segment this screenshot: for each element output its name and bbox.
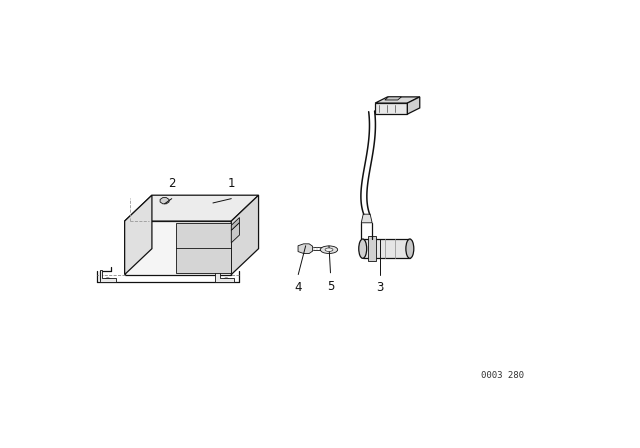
FancyBboxPatch shape — [220, 256, 227, 266]
Ellipse shape — [320, 246, 338, 254]
Text: 4: 4 — [294, 281, 302, 294]
FancyBboxPatch shape — [179, 233, 186, 244]
Text: 2: 2 — [168, 177, 175, 190]
Polygon shape — [176, 223, 231, 273]
Polygon shape — [407, 97, 420, 114]
FancyBboxPatch shape — [186, 233, 193, 244]
FancyBboxPatch shape — [206, 233, 213, 244]
Polygon shape — [367, 236, 376, 261]
Polygon shape — [231, 195, 259, 275]
FancyBboxPatch shape — [193, 256, 200, 266]
Polygon shape — [125, 221, 231, 275]
FancyBboxPatch shape — [199, 256, 207, 266]
FancyBboxPatch shape — [186, 256, 193, 266]
FancyBboxPatch shape — [179, 256, 186, 266]
Polygon shape — [385, 97, 401, 100]
Polygon shape — [100, 270, 116, 282]
Text: 1: 1 — [228, 177, 235, 190]
Ellipse shape — [325, 248, 333, 251]
Polygon shape — [231, 223, 239, 243]
Text: 0003 280: 0003 280 — [481, 371, 524, 380]
Text: 3: 3 — [376, 281, 384, 294]
Polygon shape — [160, 198, 169, 204]
Polygon shape — [361, 214, 372, 223]
Polygon shape — [375, 97, 420, 103]
Polygon shape — [231, 218, 239, 230]
Ellipse shape — [406, 239, 414, 258]
FancyBboxPatch shape — [193, 233, 200, 244]
Polygon shape — [298, 244, 312, 254]
FancyBboxPatch shape — [206, 256, 213, 266]
Ellipse shape — [359, 239, 367, 258]
Text: 5: 5 — [327, 280, 334, 293]
Polygon shape — [375, 103, 407, 114]
FancyBboxPatch shape — [212, 233, 220, 244]
FancyBboxPatch shape — [212, 256, 220, 266]
FancyBboxPatch shape — [220, 233, 227, 244]
Polygon shape — [125, 195, 152, 275]
FancyBboxPatch shape — [199, 233, 207, 244]
Polygon shape — [125, 195, 259, 221]
Polygon shape — [363, 239, 410, 258]
Polygon shape — [216, 270, 234, 282]
